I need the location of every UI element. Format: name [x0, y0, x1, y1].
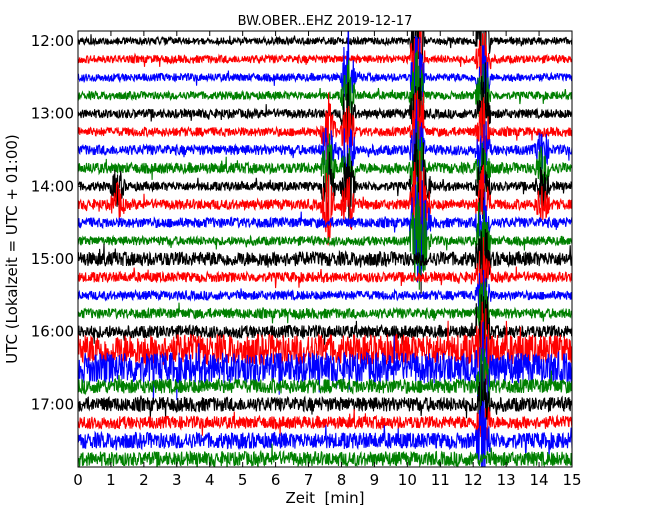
y-tick-label: 16:00	[31, 323, 74, 341]
y-tick-label: 17:00	[31, 395, 74, 413]
x-tick-label: 13	[497, 471, 516, 489]
y-axis: 12:00 13:00 14:00 15:00 16:00 17:00	[31, 32, 572, 413]
x-tick-label: 3	[172, 471, 182, 489]
trace-1700	[78, 363, 572, 439]
trace-1730	[78, 400, 572, 467]
x-tick-label: 8	[337, 471, 347, 489]
x-tick-label: 11	[431, 471, 450, 489]
plot-frame	[77, 30, 573, 468]
trace-1300	[78, 62, 572, 151]
trace-1715	[78, 407, 572, 463]
x-tick-label: 14	[530, 471, 549, 489]
x-tick-label: 0	[73, 471, 83, 489]
y-tick-label: 15:00	[31, 250, 74, 268]
y-tick-label: 12:00	[31, 32, 74, 50]
trace-1400	[78, 132, 572, 294]
trace-1430	[78, 176, 572, 283]
trace-group	[78, 31, 572, 467]
trace-1745	[78, 443, 572, 467]
trace-1530	[78, 269, 572, 324]
y-axis-label: UTC (Lokalzeit = UTC + 01:00)	[3, 134, 21, 364]
x-tick-label: 10	[398, 471, 417, 489]
x-tick-label: 1	[106, 471, 116, 489]
x-tick-label: 12	[464, 471, 483, 489]
trace-1600	[78, 294, 572, 370]
x-tick-label: 4	[205, 471, 215, 489]
trace-1200	[78, 31, 572, 97]
trace-1245	[78, 50, 572, 143]
x-tick-label: 15	[562, 471, 581, 489]
trace-1545	[78, 281, 572, 348]
trace-1515	[78, 237, 572, 313]
x-axis: 0 1 2 3 4 5 6 7 8 9 10 11 12 13 14 15	[73, 31, 582, 489]
x-tick-label: 6	[271, 471, 281, 489]
x-tick-label: 5	[238, 471, 248, 489]
x-tick-label: 9	[370, 471, 380, 489]
trace-1500	[78, 228, 572, 304]
trace-1230	[78, 31, 572, 122]
y-tick-label: 13:00	[31, 105, 74, 123]
trace-1215	[78, 31, 572, 132]
trace-1630	[78, 321, 572, 407]
x-axis-label: Zeit [min]	[285, 489, 364, 507]
y-tick-label: 14:00	[31, 177, 74, 195]
chart-title: BW.OBER..EHZ 2019-12-17	[238, 14, 413, 29]
trace-1645	[78, 348, 572, 411]
x-tick-label: 7	[304, 471, 314, 489]
x-tick-label: 2	[139, 471, 149, 489]
trace-1445	[78, 181, 572, 290]
trace-1345	[78, 121, 572, 226]
